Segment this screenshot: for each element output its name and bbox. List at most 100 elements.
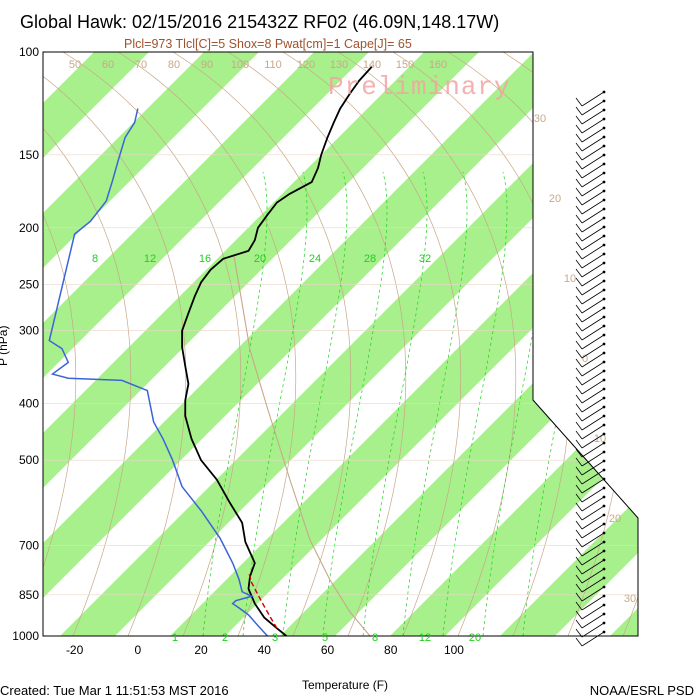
preliminary-watermark: Preliminary [328,72,511,102]
wind-barb [602,216,606,220]
wind-barb [575,466,583,476]
wind-barb [602,108,606,112]
wind-barb [602,540,606,544]
wind-barb [575,403,583,413]
wind-barb [581,172,605,188]
wind-barb [581,100,605,116]
wind-barb [581,559,605,575]
wind-barb [602,315,606,319]
wind-barb [581,262,605,278]
wind-barb [575,205,583,215]
mixing-ratio-bottom-label: 8 [372,632,378,644]
wind-barb [575,574,583,584]
wind-barb [602,423,606,427]
wind-barb [581,478,605,494]
dry-adiabat-line [117,52,297,636]
wind-barb [575,349,583,359]
wind-barb [602,486,606,490]
isotherm-band [0,0,19,636]
wind-barb [575,592,583,602]
wind-barb [602,234,606,238]
wind-barb [575,187,583,197]
mixing-ratio-label: 20 [254,253,266,265]
dry-adiabat-line [43,52,77,636]
wind-barb [575,439,583,449]
isotherm-label: 0 [582,353,588,365]
wind-barb [575,142,583,152]
wind-barb [575,214,583,224]
wind-barb [575,340,583,350]
wind-barb [602,369,606,373]
wind-barb [575,529,583,539]
mixing-ratio-label: 8 [92,253,98,265]
wind-barb [575,295,583,305]
wind-barb [575,358,583,368]
wind-barb [602,378,606,382]
wind-barb [581,163,605,179]
wind-barb [602,288,606,292]
wind-barb [602,450,606,454]
wind-barb [575,232,583,242]
wind-barb [575,556,583,566]
wind-barb [575,277,583,287]
wind-barb [575,259,583,269]
wind-barb [602,252,606,256]
wind-barb [602,414,606,418]
wind-barb [602,396,606,400]
wind-barb [575,484,583,494]
wind-barb [575,538,583,548]
wind-barb [602,621,606,625]
wind-barb [581,595,605,611]
wind-barb [602,207,606,211]
wind-barb [581,613,605,629]
wind-barb [602,243,606,247]
wind-barb [602,387,606,391]
mixing-ratio-bottom-label: 12 [419,632,431,644]
wind-barb [575,448,583,458]
wind-barb [602,441,606,445]
wind-barb [602,297,606,301]
wind-barb [602,225,606,229]
dry-adiabat-label: 70 [135,59,147,71]
wind-barb [602,513,606,517]
wind-barb [581,334,605,350]
wind-barb [581,505,605,521]
wind-barb [575,376,583,386]
isotherm-band [280,52,638,636]
wind-barb [575,412,583,422]
wind-barb [602,153,606,157]
dry-adiabat-label: 160 [429,59,447,71]
plot-frame [42,51,639,637]
mixing-ratio-label: 28 [364,253,376,265]
isotherm-label: 30 [624,593,636,605]
wind-barb [602,531,606,535]
wind-barbs [575,90,606,647]
wind-barb [581,316,605,332]
y-tick-label: 500 [19,453,39,467]
frame-layer [42,51,639,637]
wind-barb [602,171,606,175]
y-tick-label: 400 [19,397,39,411]
wind-barb [581,631,605,647]
wind-barb [581,118,605,134]
wind-barb [602,144,606,148]
wind-barb [575,583,583,593]
wind-barb [602,99,606,103]
isotherm-band [60,52,638,636]
wind-barb [602,558,606,562]
dry-adiabat-line [668,52,700,636]
wind-barb [602,135,606,139]
parcel-line [247,571,278,629]
wind-barb [575,97,583,107]
wind-barb [575,169,583,179]
dry-adiabat-label: 80 [168,59,180,71]
dry-adiabat-label: 140 [363,59,381,71]
wind-barb [581,181,605,197]
wind-barb [581,127,605,143]
wind-barb [575,385,583,395]
y-tick-label: 1000 [12,629,39,643]
x-axis-label: Temperature (F) [302,678,389,692]
mixing-ratio-bottom-label: 2 [222,632,228,644]
wind-barb [602,567,606,571]
